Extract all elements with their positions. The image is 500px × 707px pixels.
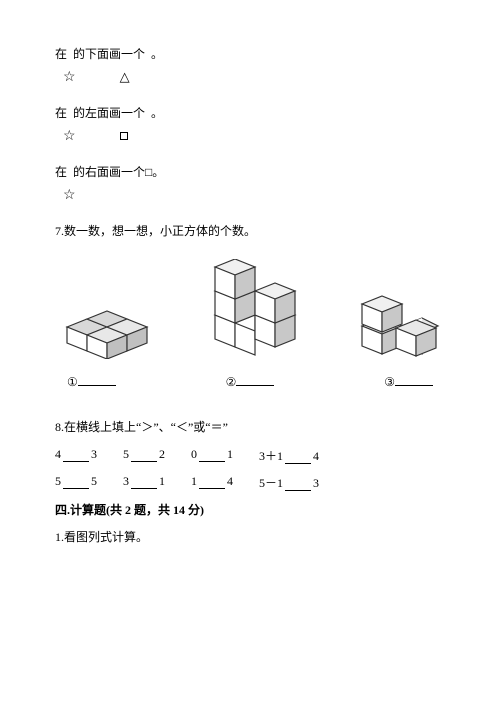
section-4-heading: 四.计算题(共 2 题，共 14 分) [55,501,445,518]
num: 5 [91,474,97,488]
question-4-1: 1.看图列式计算。 [55,528,148,545]
text-suffix: 。 [151,104,163,121]
question-8-text: 8.在横线上填上“＞”、“＜”或“＝” [55,418,228,435]
num: 3 [313,476,319,490]
cubes-figures-row [55,259,445,359]
cube-figure-1 [59,299,154,359]
blank[interactable] [63,476,89,489]
num: 4 [227,474,233,488]
question-draw-below: 在 的下面画一个 。 ☆ △ [55,45,445,86]
num: 0 [191,447,197,461]
answer-2: ② [226,373,275,390]
num: 5 [55,474,61,488]
num: 2 [159,447,165,461]
num: 1 [227,447,233,461]
blank[interactable] [285,451,311,464]
star-icon: ☆ [63,128,76,145]
triangle-icon: △ [120,69,130,85]
text-mid: 的右面画一个□。 [73,163,164,180]
question-7-text: 7.数一数，想一想，小正方体的个数。 [55,222,256,239]
num: 1 [159,474,165,488]
compare-row-2: 55 31 14 5－13 [55,474,445,491]
blank[interactable] [131,449,157,462]
text-prefix: 在 [55,104,67,121]
compare-item: 3＋1 4 [259,447,319,464]
blank-line[interactable] [78,373,116,386]
num: 3＋1 [259,449,283,463]
star-icon: ☆ [63,187,76,204]
blank[interactable] [63,449,89,462]
text-mid: 的下面画一个 [73,45,145,62]
blank[interactable] [199,449,225,462]
num: 4 [55,447,61,461]
compare-item: 31 [123,474,165,491]
num: 5－1 [259,476,283,490]
text-prefix: 在 [55,45,67,62]
answer-blanks-row: ① ② ③ [55,373,445,390]
blank-line[interactable] [236,373,274,386]
blank[interactable] [131,476,157,489]
blank[interactable] [199,476,225,489]
circled-1: ① [67,375,78,390]
compare-item: 55 [55,474,97,491]
compare-item: 43 [55,447,97,464]
compare-item: 14 [191,474,233,491]
circled-3: ③ [384,375,395,390]
compare-row-1: 43 52 01 3＋14 [55,447,445,464]
text-prefix: 在 [55,163,67,180]
num: 5 [123,447,129,461]
compare-item: 5－1 3 [259,474,319,491]
num: 3 [123,474,129,488]
cube-figure-2 [205,259,305,359]
compare-item: 52 [123,447,165,464]
text-mid: 的左面画一个 [73,104,145,121]
blank-line[interactable] [395,373,433,386]
cube-figure-3 [356,284,441,359]
question-draw-right: 在 的右面画一个□。 ☆ [55,163,445,204]
answer-3: ③ [384,373,433,390]
compare-item: 01 [191,447,233,464]
num: 3 [91,447,97,461]
star-icon: ☆ [63,69,76,86]
question-draw-left: 在 的左面画一个 。 ☆ [55,104,445,145]
square-icon [120,132,128,140]
blank[interactable] [285,478,311,491]
circled-2: ② [226,375,237,390]
answer-1: ① [67,373,116,390]
num: 4 [313,449,319,463]
num: 1 [191,474,197,488]
text-suffix: 。 [151,45,163,62]
